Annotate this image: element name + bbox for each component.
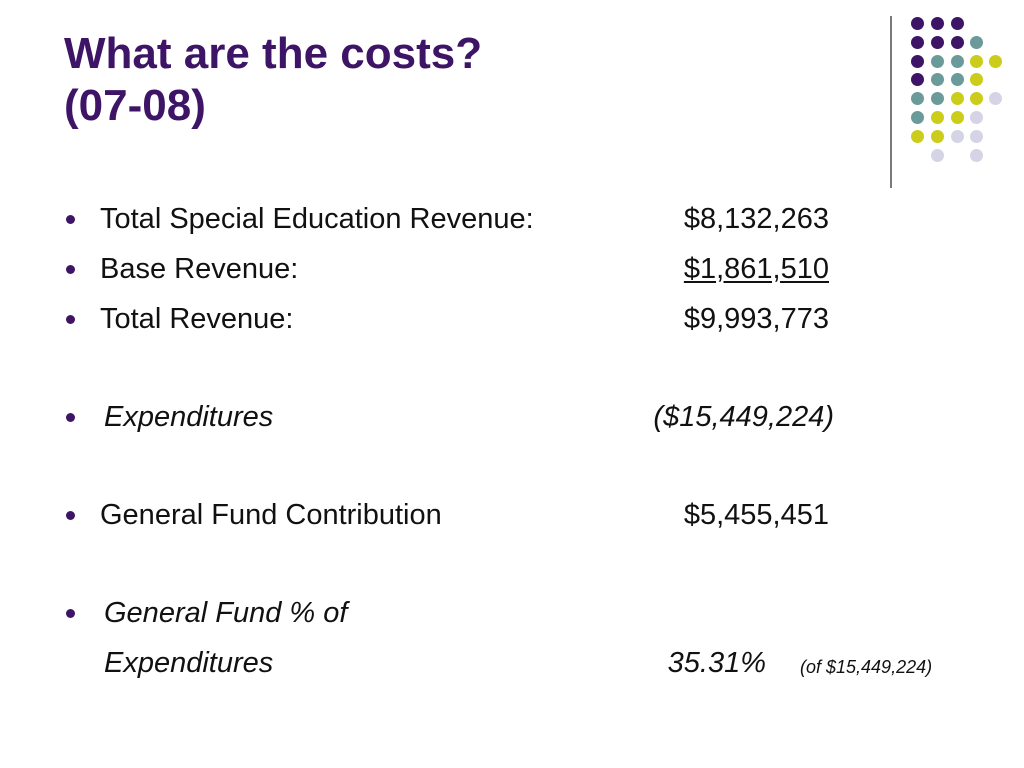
decorative-dot: [951, 92, 964, 105]
decorative-dot: [951, 36, 964, 49]
bullet-icon: [66, 315, 75, 324]
divider-line: [890, 16, 892, 188]
item-value: $5,455,451: [683, 499, 829, 531]
bullet-icon: [66, 265, 75, 274]
bullet-icon: [66, 511, 75, 520]
item-value: $8,132,263: [683, 203, 829, 235]
decorative-dot: [951, 17, 964, 30]
decorative-dot: [970, 55, 983, 68]
decorative-dot: [951, 111, 964, 124]
item-note: (of $15,449,224): [800, 657, 933, 677]
item-label: Base Revenue:: [100, 253, 299, 285]
bullet-icon: [66, 413, 75, 422]
item-value: 35.31%: [667, 647, 766, 679]
item-label: Expenditures: [104, 401, 274, 433]
decorative-dot: [931, 111, 944, 124]
item-label-line-1: General Fund % of: [104, 597, 348, 629]
decorative-dot: [911, 17, 924, 30]
item-label: General Fund Contribution: [100, 499, 442, 531]
item-value: $9,993,773: [683, 303, 829, 335]
decorative-dot: [911, 111, 924, 124]
decorative-dot: [970, 111, 983, 124]
decorative-dot: [970, 73, 983, 86]
decorative-dot-grid: [0, 0, 1024, 200]
decorative-dot: [989, 92, 1002, 105]
decorative-dot: [911, 36, 924, 49]
item-label: Total Special Education Revenue:: [100, 203, 534, 235]
decorative-dot: [951, 130, 964, 143]
decorative-dot: [970, 149, 983, 162]
decorative-dot: [911, 73, 924, 86]
decorative-dot: [931, 92, 944, 105]
decorative-dot: [931, 130, 944, 143]
page-title: What are the costs? (07-08): [64, 28, 482, 132]
decorative-dot: [911, 55, 924, 68]
page-title-line-1: What are the costs?: [64, 29, 483, 78]
bullet-icon: [66, 215, 75, 224]
decorative-dot: [911, 92, 924, 105]
item-label: Total Revenue:: [100, 303, 294, 335]
bullet-icon: [66, 609, 75, 618]
decorative-dot: [970, 92, 983, 105]
decorative-dot: [951, 73, 964, 86]
page-title-line-2: (07-08): [64, 81, 206, 130]
decorative-dot: [911, 130, 924, 143]
decorative-dot: [989, 55, 1002, 68]
decorative-dot: [970, 36, 983, 49]
decorative-dot: [931, 73, 944, 86]
item-label-line-2: Expenditures: [104, 647, 274, 679]
decorative-dot: [931, 36, 944, 49]
decorative-dot: [931, 55, 944, 68]
item-value: ($15,449,224): [653, 401, 834, 433]
item-value: $1,861,510: [683, 253, 829, 285]
decorative-dot: [931, 149, 944, 162]
decorative-dot: [970, 130, 983, 143]
decorative-dot: [951, 55, 964, 68]
decorative-dot: [931, 17, 944, 30]
